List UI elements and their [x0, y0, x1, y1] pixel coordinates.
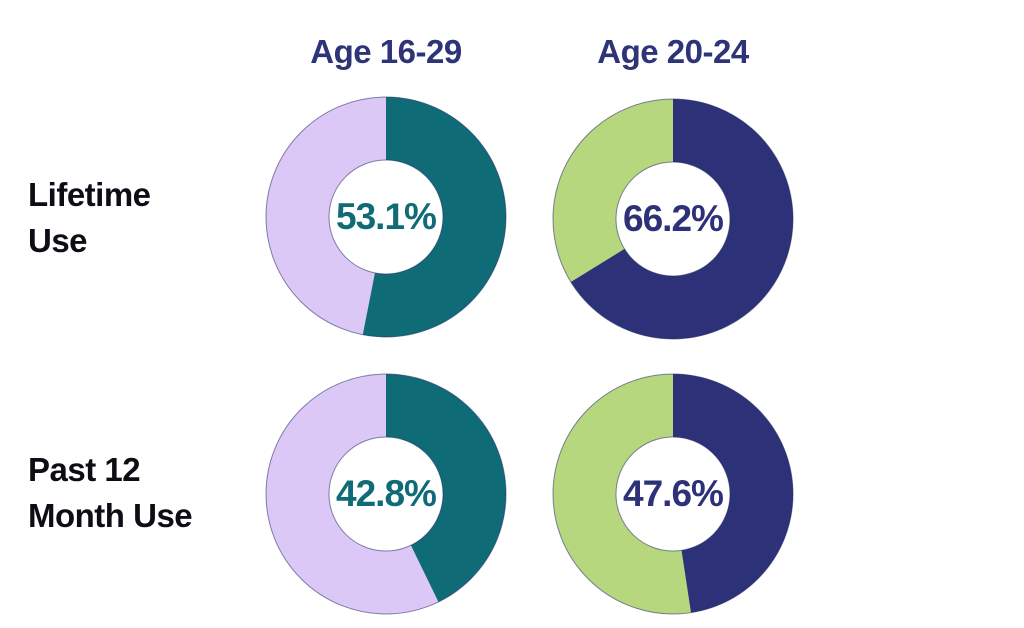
- donut-lifetime-use-age-16-29: 53.1%: [264, 95, 508, 339]
- donut-ring: [265, 373, 507, 615]
- donut-center-value: 42.8%: [336, 473, 437, 514]
- column-header-age-16-29: Age 16-29: [310, 33, 462, 70]
- donut-center-value: 66.2%: [623, 198, 724, 239]
- donut-center-value: 53.1%: [336, 196, 437, 237]
- donut-center-value: 47.6%: [623, 473, 724, 514]
- donut-past-12-month-use-age-16-29: 42.8%: [264, 372, 508, 616]
- row-label-past-12-month-use: Past 12 Month Use: [28, 451, 193, 534]
- donut-ring: [552, 373, 794, 615]
- donut-lifetime-use-age-20-24: 66.2%: [551, 97, 795, 341]
- donut-ring: [265, 96, 507, 338]
- row-label-lifetime-use: Lifetime Use: [28, 176, 151, 259]
- donut-past-12-month-use-age-20-24: 47.6%: [551, 372, 795, 616]
- column-header-age-20-24: Age 20-24: [597, 33, 749, 70]
- donut-ring: [552, 98, 794, 340]
